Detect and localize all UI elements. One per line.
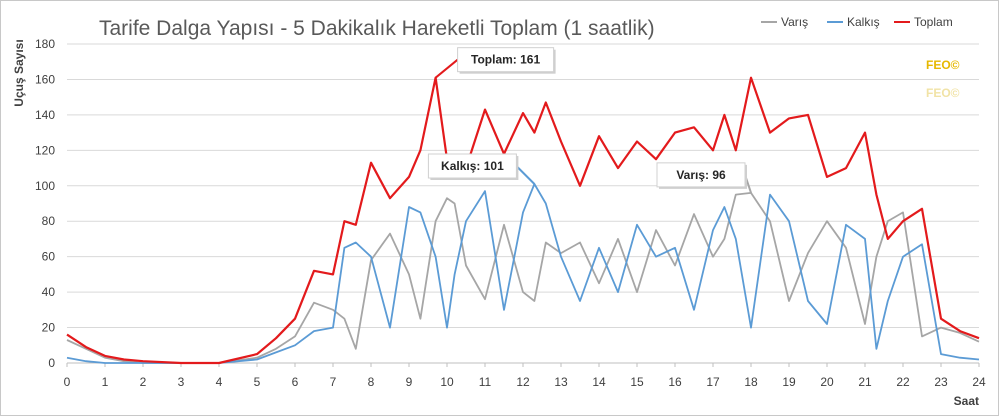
x-tick-label: 12 — [516, 375, 530, 389]
x-tick-label: 9 — [406, 375, 413, 389]
watermark-faded: FEO© — [926, 86, 960, 100]
legend-label-kalkis: Kalkış — [847, 15, 880, 29]
x-tick-label: 8 — [368, 375, 375, 389]
y-tick-label: 140 — [35, 108, 55, 122]
callout-label-varis: Varış: 96 — [676, 168, 726, 182]
series-lines — [66, 76, 980, 365]
legend-label-toplam: Toplam — [914, 15, 953, 29]
x-tick-label: 5 — [254, 375, 261, 389]
y-tick-label: 100 — [35, 179, 55, 193]
callout-label-toplam: Toplam: 161 — [471, 53, 540, 67]
y-tick-label: 80 — [42, 214, 56, 228]
chart-title: Tarife Dalga Yapısı - 5 Dakikalık Hareke… — [99, 17, 655, 40]
gridlines — [67, 43, 979, 329]
y-tick-label: 20 — [42, 321, 56, 335]
callout-box-kalkis — [427, 153, 517, 179]
x-tick-label: 15 — [630, 375, 644, 389]
legend-label-varis: Varış — [781, 15, 808, 29]
x-axis-label: Saat — [954, 394, 979, 408]
callout-label-kalkis: Kalkış: 101 — [441, 159, 504, 173]
x-tick-label: 20 — [820, 375, 834, 389]
x-tick-label: 11 — [479, 375, 492, 389]
callout-box-varis — [656, 162, 746, 188]
y-tick-label: 160 — [35, 72, 55, 86]
legend: Varış Kalkış Toplam — [761, 15, 953, 29]
x-tick-label: 13 — [554, 375, 568, 389]
x-tick-label: 23 — [934, 375, 948, 389]
x-tick-label: 16 — [668, 375, 682, 389]
series-line-toplam — [66, 76, 980, 365]
y-tick-label: 60 — [42, 250, 56, 264]
x-tick-label: 18 — [744, 375, 758, 389]
x-tick-label: 2 — [140, 375, 147, 389]
y-axis-label: Uçuş Sayısı — [12, 39, 26, 106]
series-line-kalkis — [66, 183, 980, 364]
series-line-varis — [66, 191, 980, 364]
y-tick-labels: 0 20 40 60 80 100 120 140 160 180 — [35, 37, 55, 370]
data-callouts: Toplam: 161 Kalkış: 101 Varış: 96 — [427, 47, 752, 194]
x-tick-label: 17 — [706, 375, 720, 389]
x-tick-label: 19 — [782, 375, 796, 389]
x-tick-labels: 0 1 2 3 4 5 6 7 8 9 10 11 12 13 14 15 16 17 18 19 20 21 22 23 24 — [64, 363, 986, 389]
y-tick-label: 40 — [42, 285, 56, 299]
y-tick-label: 0 — [48, 356, 55, 370]
x-tick-label: 4 — [216, 375, 223, 389]
callout-leader-toplam — [434, 58, 459, 79]
x-tick-label: 10 — [440, 375, 454, 389]
callout-box-toplam — [457, 47, 555, 73]
x-tick-label: 3 — [178, 375, 185, 389]
x-tick-label: 14 — [592, 375, 606, 389]
watermark: FEO© — [926, 58, 960, 72]
x-tick-label: 24 — [972, 375, 986, 389]
x-tick-label: 7 — [330, 375, 337, 389]
x-tick-label: 1 — [102, 375, 109, 389]
callout-leader-kalkis — [515, 165, 536, 185]
x-tick-label: 6 — [292, 375, 299, 389]
y-tick-label: 120 — [35, 143, 55, 157]
y-tick-label: 180 — [35, 37, 55, 51]
x-tick-label: 22 — [896, 375, 910, 389]
x-tick-label: 21 — [858, 375, 872, 389]
x-tick-label: 0 — [64, 375, 71, 389]
